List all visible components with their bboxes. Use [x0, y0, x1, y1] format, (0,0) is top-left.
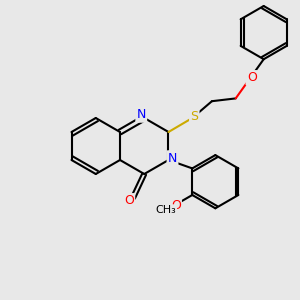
- Text: N: N: [136, 109, 146, 122]
- Text: O: O: [171, 199, 181, 212]
- Text: CH₃: CH₃: [155, 206, 176, 215]
- Text: O: O: [124, 194, 134, 207]
- Text: N: N: [168, 152, 177, 164]
- Text: S: S: [190, 110, 198, 122]
- Text: O: O: [247, 71, 256, 84]
